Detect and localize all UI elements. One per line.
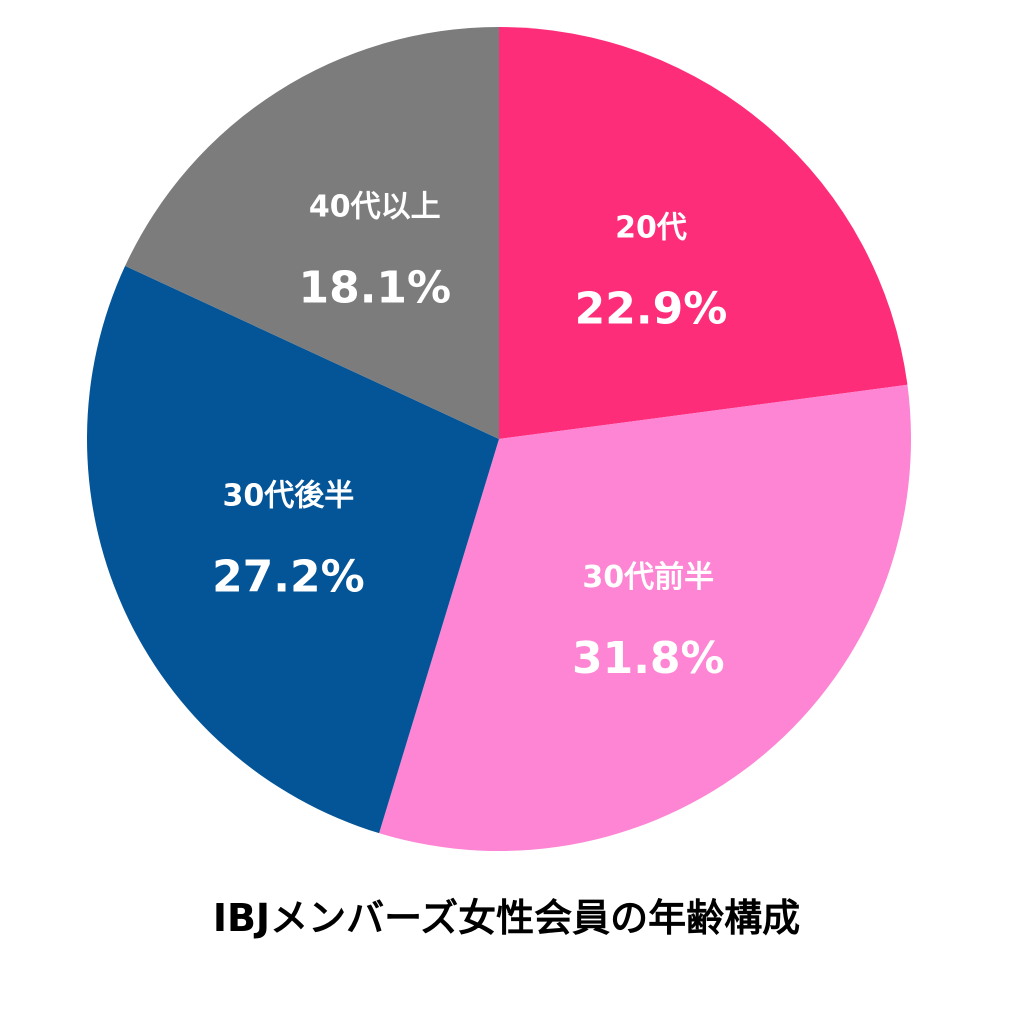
slice-value-label-2: 31.8% [572,633,725,684]
pie-labels: 20代 22.9% 30代前半 31.8% 30代後半 27.2% 40代以上 18.1% [212,190,727,684]
pie-slices [86,26,912,852]
slice-label-2: 30代前半 [582,560,714,595]
pie-slice-4 [125,27,500,439]
slice-label-1: 20代 [615,211,687,246]
slice-value-label-3: 27.2% [212,551,365,602]
chart-title: IBJメンバーズ女性会員の年齢構成 [212,896,801,940]
pie-slice-3 [86,265,499,834]
slice-value-label-4: 18.1% [298,263,451,314]
slice-value-label-1: 22.9% [575,284,728,335]
slice-label-4: 40代以上 [309,190,441,225]
pie-slice-1 [499,26,908,439]
slice-label-3: 30代後半 [223,478,355,513]
pie-slice-2 [379,384,912,852]
